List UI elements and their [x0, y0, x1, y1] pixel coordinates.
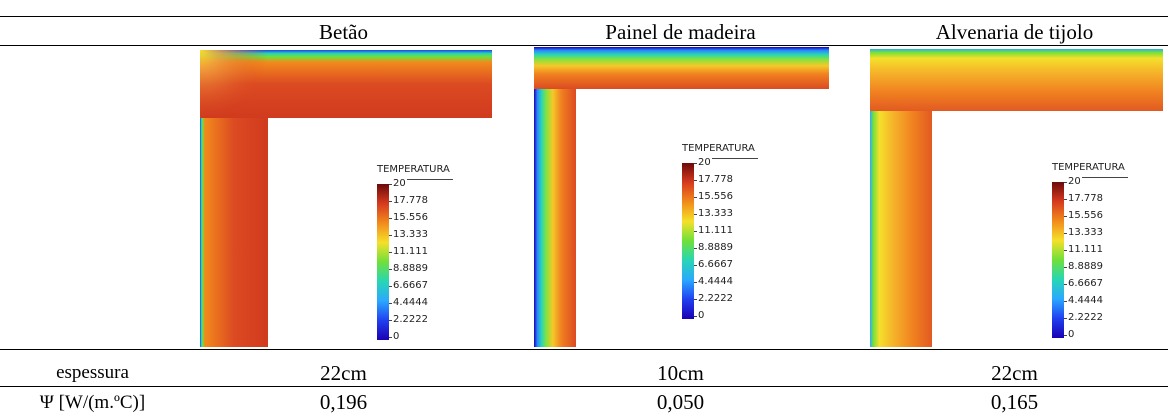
legend-tick-label: 8.8889 — [389, 263, 428, 274]
thickness-betao: 22cm — [320, 361, 367, 385]
row-label-psi: Ψ [W/(m.ºC)] — [39, 392, 146, 413]
legend-tick-label: 15.556 — [694, 191, 733, 202]
legend-tick-label: 17.778 — [1064, 193, 1103, 204]
legend-title-rule — [712, 158, 758, 159]
legend-tick-label: 17.778 — [694, 174, 733, 185]
header-rule — [0, 45, 1168, 46]
legend-title: TEMPERATURA — [682, 143, 755, 154]
thickness-alvenaria-tijolo: 22cm — [991, 361, 1038, 385]
psi-betao: 0,196 — [319, 390, 368, 414]
column-header-betao: Betão — [319, 20, 368, 44]
legend-tick-label: 20 — [694, 157, 711, 168]
legend-tick-label: 13.333 — [1064, 227, 1103, 238]
psi-painel-madeira: 0,050 — [656, 390, 705, 414]
temperature-field-alvenaria-tijolo — [870, 49, 1163, 347]
legend-tick-label: 4.4444 — [1064, 295, 1103, 306]
legend-tick-label: 15.556 — [1064, 210, 1103, 221]
thickness-painel-madeira: 10cm — [657, 361, 704, 385]
legend-colorbar — [1052, 182, 1064, 338]
legend-tick-label: 2.2222 — [694, 293, 733, 304]
legend-tick-label: 15.556 — [389, 212, 428, 223]
legend-tick-label: 6.6667 — [694, 259, 733, 270]
legend-tick-label: 2.2222 — [1064, 312, 1103, 323]
legend-colorbar — [682, 163, 694, 319]
legend-tick-label: 0 — [693, 310, 705, 321]
legend-tick-label: 6.6667 — [1064, 278, 1103, 289]
thickness-row-rule — [0, 386, 1168, 387]
legend-tick-label: 13.333 — [694, 208, 733, 219]
image-row-rule — [0, 349, 1168, 350]
legend-tick-label: 11.111 — [694, 225, 733, 236]
legend-tick-label: 0 — [1063, 329, 1075, 340]
column-header-alvenaria-tijolo: Alvenaria de tijolo — [935, 20, 1094, 44]
legend-title-rule — [407, 179, 453, 180]
temperature-plot-betao: TEMPERATURA 20 17.778 15.556 13.333 11.111 8.… — [195, 47, 492, 347]
legend-tick-label: 8.8889 — [694, 242, 733, 253]
legend-title-rule — [1082, 177, 1128, 178]
legend-title: TEMPERATURA — [377, 164, 450, 175]
temperature-field-painel-madeira — [534, 47, 829, 347]
legend-tick-label: 20 — [389, 178, 406, 189]
legend-tick-label: 0 — [388, 331, 400, 342]
table-top-rule — [0, 16, 1168, 17]
temperature-plot-painel-madeira: TEMPERATURA 20 17.778 15.556 13.333 11.111 8.… — [532, 47, 829, 347]
legend-tick-label: 4.4444 — [389, 297, 428, 308]
legend-tick-label: 2.2222 — [389, 314, 428, 325]
temperature-field-betao — [200, 50, 492, 347]
legend-tick-label: 6.6667 — [389, 280, 428, 291]
temperature-plot-alvenaria-tijolo: TEMPERATURA 20 17.778 15.556 13.333 11.111 8.… — [866, 47, 1163, 347]
legend-tick-label: 4.4444 — [694, 276, 733, 287]
legend-tick-label: 13.333 — [389, 229, 428, 240]
legend-colorbar — [377, 184, 389, 340]
legend-tick-label: 20 — [1064, 176, 1081, 187]
psi-alvenaria-tijolo: 0,165 — [990, 390, 1039, 414]
row-label-thickness: espessura — [56, 362, 129, 383]
legend-title: TEMPERATURA — [1052, 162, 1125, 173]
legend-tick-label: 8.8889 — [1064, 261, 1103, 272]
legend-tick-label: 11.111 — [389, 246, 428, 257]
column-header-painel-madeira: Painel de madeira — [605, 20, 756, 44]
legend-tick-label: 11.111 — [1064, 244, 1103, 255]
legend-tick-label: 17.778 — [389, 195, 428, 206]
